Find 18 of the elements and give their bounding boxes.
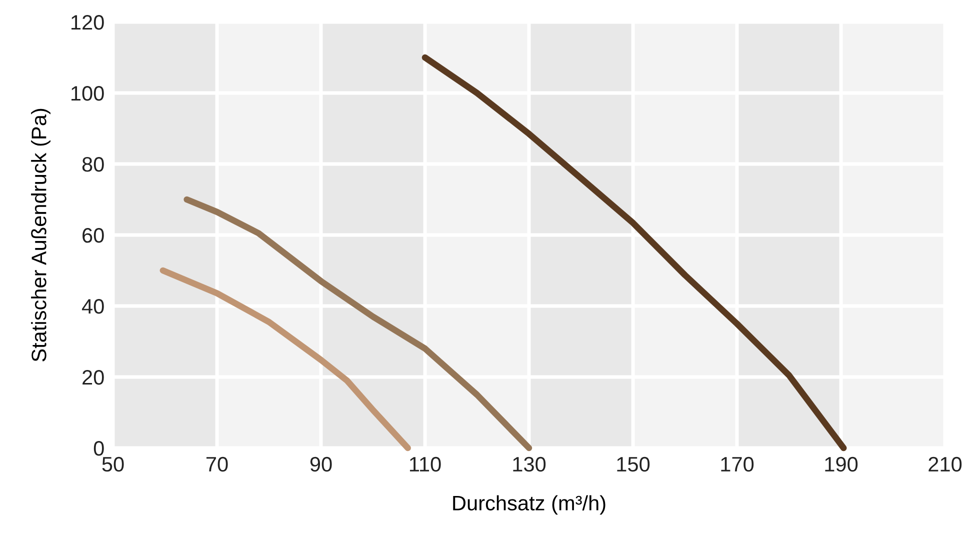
x-tick-label: 90 [310,456,332,472]
x-tick-label: 170 [721,456,754,472]
y-tick-label: 100 [72,86,104,101]
x-tick-label: 190 [825,456,858,472]
x-tick-label: 50 [102,456,124,472]
y-tick-label: 40 [82,299,104,314]
y-tick-label: 80 [82,157,104,172]
y-tick-label: 60 [82,228,104,243]
y-tick-label: 0 [94,441,104,456]
x-tick-label: 210 [928,456,962,472]
x-axis-title: Durchsatz (m³/h) [453,495,606,515]
x-tick-label: 150 [617,456,650,472]
x-tick-label: 110 [410,456,441,472]
y-axis-title: Statischer Außendruck (Pa) [31,108,50,362]
x-tick-label: 130 [513,456,546,472]
x-tick-label: 70 [206,456,228,472]
y-tick-label: 120 [72,15,104,30]
y-tick-label: 20 [82,370,104,385]
